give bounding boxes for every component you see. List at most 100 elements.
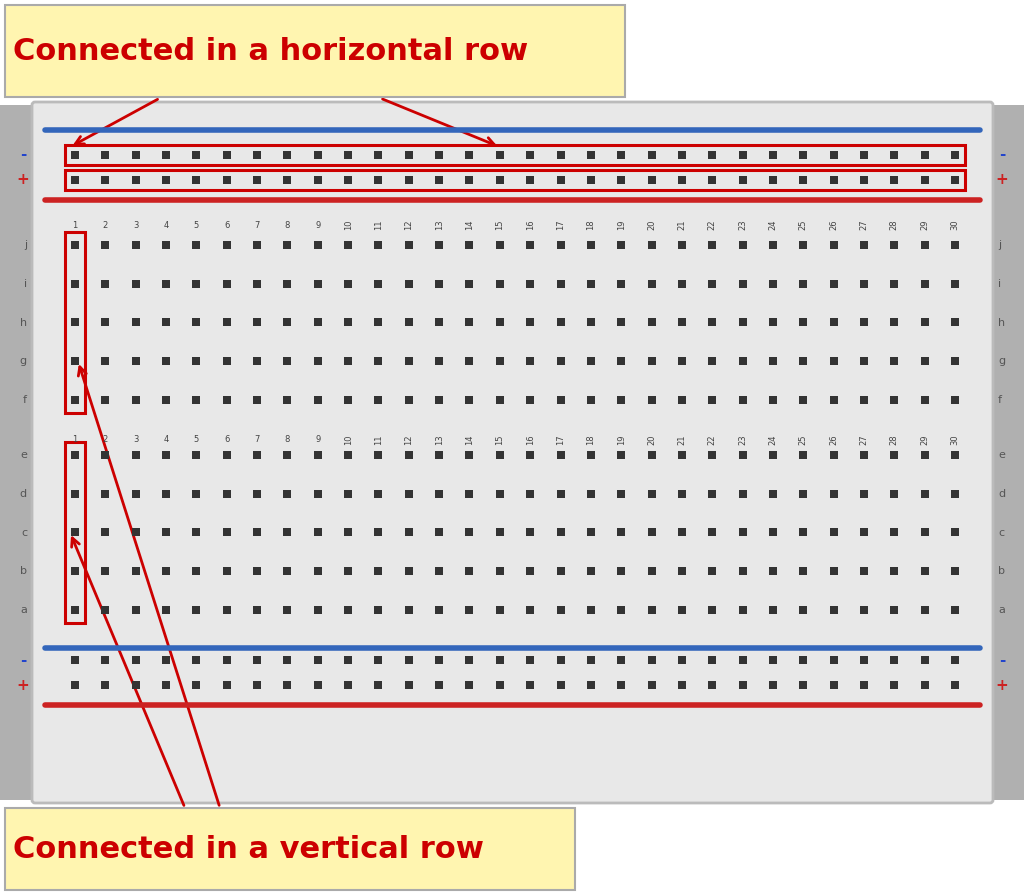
Point [128,678,144,693]
Point [674,277,690,291]
Point [825,148,842,162]
Point [795,315,811,330]
Text: 9: 9 [315,435,321,444]
Point [400,173,417,187]
Text: b: b [998,566,1005,576]
Point [461,678,477,693]
Point [400,564,417,579]
Point [461,354,477,368]
Point [795,564,811,579]
Point [492,603,508,617]
Point [583,173,599,187]
Text: 6: 6 [224,435,229,444]
Point [856,525,872,539]
Point [431,653,447,668]
Point [280,173,296,187]
Point [309,173,326,187]
Text: 2: 2 [102,435,108,444]
Text: 24: 24 [768,220,777,230]
Point [643,354,659,368]
Text: e: e [20,450,27,460]
Point [97,487,114,501]
Point [552,277,568,291]
Point [886,315,902,330]
Point [947,678,964,693]
Point [765,653,781,668]
Point [249,603,265,617]
Point [916,315,933,330]
Point [188,525,205,539]
Point [309,653,326,668]
Text: 2: 2 [102,220,108,229]
Point [97,173,114,187]
Point [856,392,872,407]
Point [97,354,114,368]
Point [613,237,630,252]
Text: Connected in a vertical row: Connected in a vertical row [13,834,484,864]
Point [67,148,83,162]
Text: 13: 13 [434,435,443,445]
Point [97,148,114,162]
Text: 19: 19 [616,435,626,445]
Point [431,277,447,291]
Point [158,392,174,407]
Text: d: d [19,488,27,499]
Point [218,603,234,617]
Point [218,277,234,291]
Point [309,487,326,501]
Bar [65,442,85,623]
Point [249,678,265,693]
Point [309,148,326,162]
Point [400,448,417,462]
Point [218,653,234,668]
Point [613,653,630,668]
Point [825,487,842,501]
Point [705,487,721,501]
Point [583,487,599,501]
Point [97,237,114,252]
Text: -: - [19,148,27,162]
Point [280,564,296,579]
Point [583,564,599,579]
Point [249,237,265,252]
Point [461,487,477,501]
Point [886,173,902,187]
Point [280,315,296,330]
Point [795,678,811,693]
Point [643,277,659,291]
Point [340,315,356,330]
Point [461,148,477,162]
Bar [65,170,965,190]
Point [158,237,174,252]
Point [67,354,83,368]
Point [97,448,114,462]
Point [97,277,114,291]
Point [886,354,902,368]
Point [947,653,964,668]
Text: b: b [20,566,27,576]
Point [400,277,417,291]
Point [218,354,234,368]
Point [218,237,234,252]
Point [643,678,659,693]
Point [583,653,599,668]
Point [765,148,781,162]
Point [280,487,296,501]
Point [188,392,205,407]
Point [583,525,599,539]
Point [705,315,721,330]
Point [400,392,417,407]
Point [795,448,811,462]
Point [309,237,326,252]
Point [400,315,417,330]
Point [97,564,114,579]
Point [249,448,265,462]
Point [188,237,205,252]
Point [705,678,721,693]
Point [916,173,933,187]
Point [128,148,144,162]
Point [734,678,751,693]
Point [825,354,842,368]
Point [492,315,508,330]
Point [461,277,477,291]
